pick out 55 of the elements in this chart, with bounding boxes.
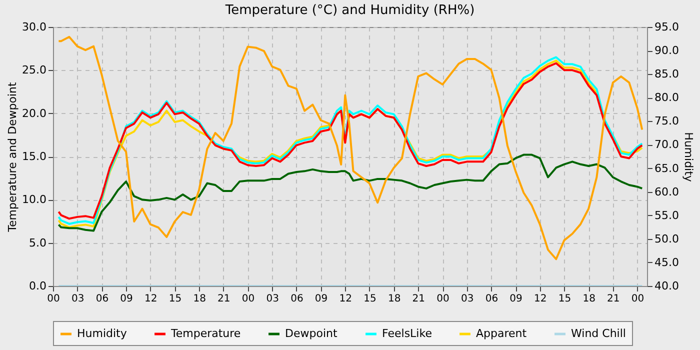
legend-label: Apparent (476, 327, 528, 340)
x-tick-label: 21 (607, 294, 620, 304)
y2-tick-label: 85.0 (654, 68, 679, 81)
legend-label: Wind Chill (571, 327, 626, 340)
y2-tick-label: 40.0 (654, 280, 679, 292)
x-tick-label: 18 (193, 294, 206, 304)
x-tick-label: 21 (412, 294, 426, 304)
legend-label: Humidity (77, 327, 128, 340)
x-tick-label: 00 (242, 294, 255, 304)
legend-label: Dewpoint (285, 327, 338, 340)
x-tick-label: 15 (364, 294, 376, 304)
x-tick-label: 00 (631, 294, 644, 304)
x-tick-label: 00 (436, 294, 450, 304)
x-tick-label: 09 (510, 294, 522, 304)
y2-tick-label: 75.0 (654, 114, 679, 128)
y-tick-label: 25.0 (22, 64, 46, 77)
y-tick-label: 30.0 (22, 20, 46, 34)
x-tick-label: 12 (339, 294, 352, 304)
x-tick-label: 12 (534, 294, 547, 304)
x-tick-label: 12 (144, 294, 158, 304)
x-tick-label: 00 (47, 294, 60, 304)
x-tick-label: 15 (168, 294, 182, 304)
line-series (58, 36, 644, 260)
y2-tick-label: 50.0 (654, 232, 679, 246)
legend-label: FeelsLike (382, 327, 432, 340)
y2-tick-label: 60.0 (654, 185, 679, 198)
y2-tick-label: 65.0 (654, 162, 679, 175)
x-tick-label: 18 (582, 294, 596, 304)
x-tick-label: 06 (485, 294, 498, 304)
y-tick-label: 20.0 (22, 106, 46, 120)
y-tick-label: 10.0 (22, 193, 46, 206)
x-tick-label: 15 (558, 294, 572, 304)
x-tick-label: 06 (290, 294, 304, 304)
y-axis-title: Temperature and Dewpoint (6, 81, 20, 233)
y-tick-label: 5.0 (29, 236, 46, 250)
x-tick-label: 06 (96, 294, 109, 304)
y2-tick-label: 95.0 (654, 20, 679, 34)
line-series (58, 154, 644, 232)
x-tick-label: 18 (388, 294, 401, 304)
x-tick-label: 09 (120, 294, 133, 304)
chart-title: Temperature (°C) and Humidity (RH%) (224, 3, 475, 18)
x-tick-label: 09 (314, 294, 328, 304)
x-tick-label: 21 (218, 294, 230, 304)
y2-tick-label: 80.0 (654, 91, 679, 104)
y-tick-label: 15.0 (22, 150, 46, 163)
y2-tick-label: 45.0 (654, 256, 679, 269)
x-tick-label: 03 (266, 294, 279, 304)
y2-tick-label: 55.0 (654, 208, 679, 222)
y2-tick-label: 90.0 (654, 44, 679, 58)
y2-axis-title: Humidity (682, 132, 695, 182)
y2-tick-label: 70.0 (654, 138, 679, 152)
y-tick-label: 0.0 (29, 280, 46, 292)
legend-label: Temperature (170, 327, 241, 340)
x-tick-label: 03 (71, 294, 84, 304)
x-tick-label: 03 (460, 294, 474, 304)
